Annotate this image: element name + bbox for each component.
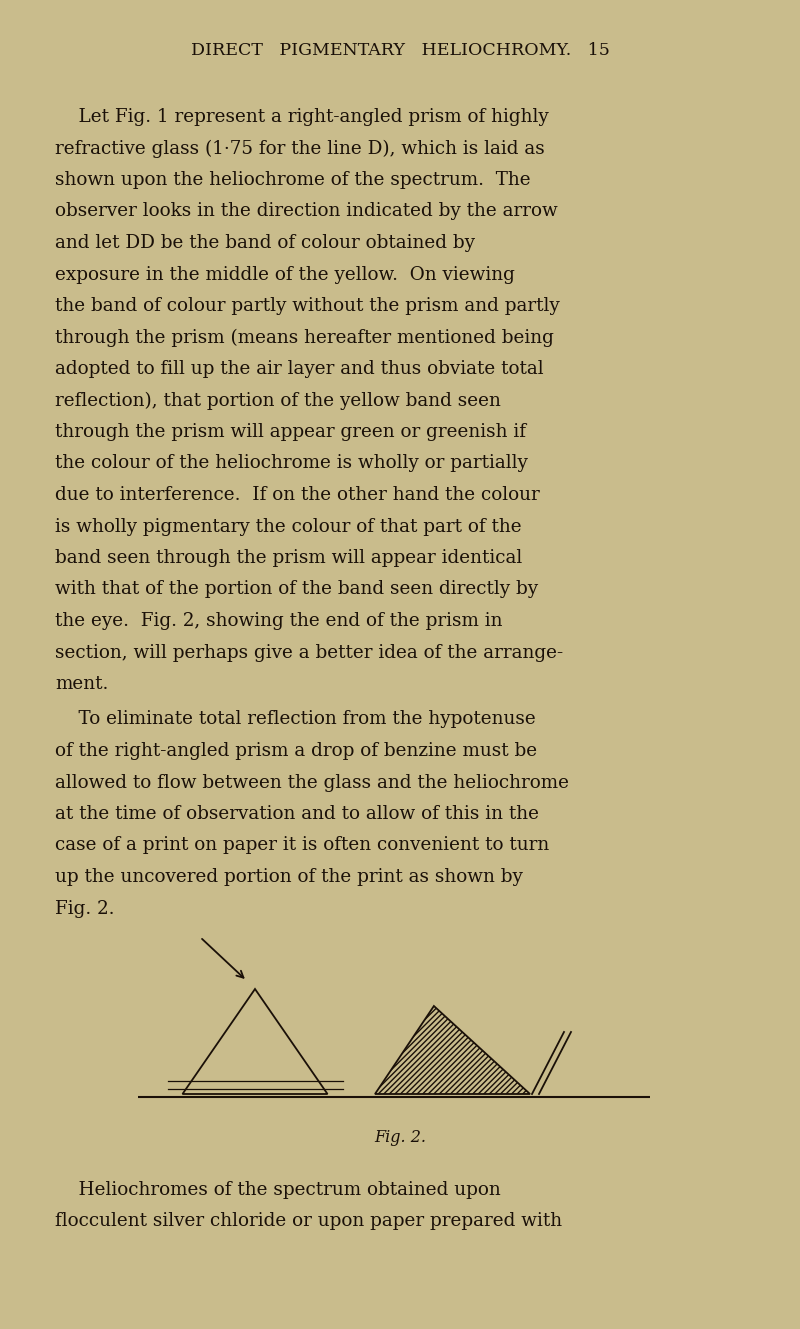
Text: through the prism (means hereafter mentioned being: through the prism (means hereafter menti… [55,328,554,347]
Text: and let DD be the band of colour obtained by: and let DD be the band of colour obtaine… [55,234,475,253]
Text: exposure in the middle of the yellow.  On viewing: exposure in the middle of the yellow. On… [55,266,515,283]
Text: case of a print on paper it is often convenient to turn: case of a print on paper it is often con… [55,836,550,855]
Text: shown upon the heliochrome of the spectrum.  The: shown upon the heliochrome of the spectr… [55,171,530,189]
Text: band seen through the prism will appear identical: band seen through the prism will appear … [55,549,522,567]
Text: refractive glass (1·75 for the line D), which is laid as: refractive glass (1·75 for the line D), … [55,140,545,158]
Text: To eliminate total reflection from the hypotenuse: To eliminate total reflection from the h… [55,711,536,728]
Polygon shape [375,1006,530,1094]
Text: the band of colour partly without the prism and partly: the band of colour partly without the pr… [55,296,560,315]
Text: allowed to flow between the glass and the heliochrome: allowed to flow between the glass and th… [55,773,569,792]
Text: with that of the portion of the band seen directly by: with that of the portion of the band see… [55,581,538,598]
Text: DIRECT   PIGMENTARY   HELIOCHROMY.   15: DIRECT PIGMENTARY HELIOCHROMY. 15 [190,43,610,58]
Text: flocculent silver chloride or upon paper prepared with: flocculent silver chloride or upon paper… [55,1212,562,1231]
Text: of the right-angled prism a drop of benzine must be: of the right-angled prism a drop of benz… [55,742,537,760]
Text: reflection), that portion of the yellow band seen: reflection), that portion of the yellow … [55,392,501,409]
Text: is wholly pigmentary the colour of that part of the: is wholly pigmentary the colour of that … [55,517,522,536]
Text: the eye.  Fig. 2, showing the end of the prism in: the eye. Fig. 2, showing the end of the … [55,611,502,630]
Text: at the time of observation and to allow of this in the: at the time of observation and to allow … [55,805,539,823]
Text: Fig. 2.: Fig. 2. [374,1130,426,1146]
Text: through the prism will appear green or greenish if: through the prism will appear green or g… [55,423,526,441]
Text: due to interference.  If on the other hand the colour: due to interference. If on the other han… [55,486,540,504]
Text: ment.: ment. [55,675,108,692]
Text: the colour of the heliochrome is wholly or partially: the colour of the heliochrome is wholly … [55,455,528,473]
Text: Heliochromes of the spectrum obtained upon: Heliochromes of the spectrum obtained up… [55,1181,501,1199]
Text: Let Fig. 1 represent a right-angled prism of highly: Let Fig. 1 represent a right-angled pris… [55,108,549,126]
Text: observer looks in the direction indicated by the arrow: observer looks in the direction indicate… [55,202,558,221]
Text: adopted to fill up the air layer and thus obviate total: adopted to fill up the air layer and thu… [55,360,544,377]
Text: Fig. 2.: Fig. 2. [55,900,114,917]
Text: up the uncovered portion of the print as shown by: up the uncovered portion of the print as… [55,868,523,886]
Text: section, will perhaps give a better idea of the arrange-: section, will perhaps give a better idea… [55,643,563,662]
